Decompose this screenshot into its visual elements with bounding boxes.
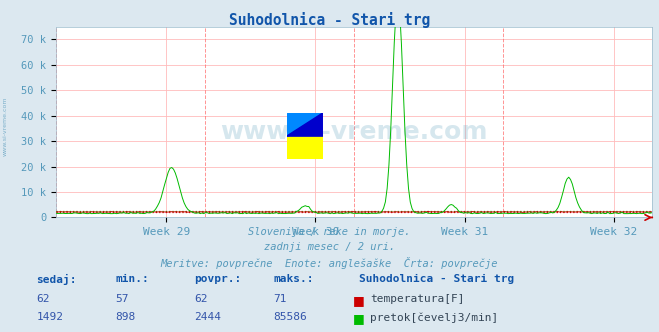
Polygon shape — [287, 113, 323, 136]
Text: ■: ■ — [353, 294, 364, 307]
Text: maks.:: maks.: — [273, 274, 314, 284]
Text: 898: 898 — [115, 312, 136, 322]
Text: ■: ■ — [353, 312, 364, 325]
Text: 62: 62 — [36, 294, 49, 304]
Polygon shape — [287, 113, 323, 136]
Text: www.si-vreme.com: www.si-vreme.com — [221, 120, 488, 143]
Text: 57: 57 — [115, 294, 129, 304]
Text: 71: 71 — [273, 294, 287, 304]
Text: sedaj:: sedaj: — [36, 274, 76, 285]
Text: Meritve: povprečne  Enote: anglešaške  Črta: povprečje: Meritve: povprečne Enote: anglešaške Črt… — [161, 257, 498, 269]
Text: Suhodolnica - Stari trg: Suhodolnica - Stari trg — [359, 274, 515, 284]
Text: Suhodolnica - Stari trg: Suhodolnica - Stari trg — [229, 12, 430, 28]
Text: pretok[čevelj3/min]: pretok[čevelj3/min] — [370, 312, 499, 323]
Text: zadnji mesec / 2 uri.: zadnji mesec / 2 uri. — [264, 242, 395, 252]
Text: Slovenija / reke in morje.: Slovenija / reke in morje. — [248, 227, 411, 237]
Text: 2444: 2444 — [194, 312, 221, 322]
Text: 1492: 1492 — [36, 312, 63, 322]
Text: temperatura[F]: temperatura[F] — [370, 294, 465, 304]
Text: min.:: min.: — [115, 274, 149, 284]
Text: 85586: 85586 — [273, 312, 307, 322]
Bar — [287, 136, 323, 159]
Text: www.si-vreme.com: www.si-vreme.com — [3, 96, 8, 156]
Text: povpr.:: povpr.: — [194, 274, 242, 284]
Text: 62: 62 — [194, 294, 208, 304]
